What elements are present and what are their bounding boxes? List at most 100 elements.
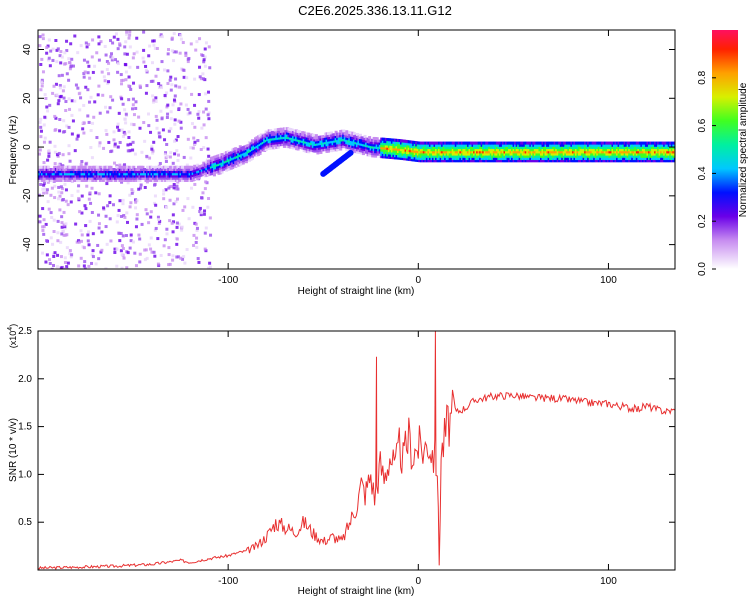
spectrogram-ridge-cell	[278, 127, 282, 131]
spectrogram-ridge-cell	[655, 154, 659, 158]
spectrogram-ridge-cell	[238, 154, 242, 158]
spectrogram-ridge-cell	[413, 141, 417, 145]
spectrogram-ridge-cell	[305, 149, 309, 153]
spectrogram-ridge-cell	[511, 148, 515, 152]
spectrogram-ridge-cell	[448, 159, 452, 163]
spectrogram-ridge-cell	[457, 157, 461, 161]
spectrogram-ridge-cell	[170, 178, 174, 182]
spectrogram-ridge-cell	[498, 152, 502, 156]
spectrogram-ridge-cell	[354, 145, 358, 149]
spectrogram-ridge-cell	[115, 165, 119, 169]
spectrogram-ridge-cell	[439, 146, 443, 150]
snr-y-tick-label: 1.5	[18, 422, 32, 433]
spectrogram-ridge-cell	[647, 141, 651, 145]
spectrogram-ridge-cell	[468, 150, 472, 154]
spectrogram-ridge-cell	[398, 139, 402, 143]
spectrogram-ridge-cell	[103, 176, 107, 180]
spectrogram-ridge-cell	[543, 154, 547, 158]
spectrogram-ridge-cell	[98, 165, 102, 169]
spectrogram-ridge-cell	[652, 152, 656, 156]
spectrogram-ridge-cell	[403, 155, 407, 159]
spectrogram-ridge-cell	[194, 166, 198, 170]
spectrogram-ridge-cell	[226, 167, 230, 171]
spectrogram-noise-cell	[159, 84, 163, 88]
spectrogram-ridge-cell	[546, 152, 550, 156]
spectrogram-ridge-cell	[444, 154, 448, 158]
spectrogram-noise-cell	[97, 226, 101, 230]
spectrogram-ridge-cell	[320, 146, 324, 150]
spectrogram-ridge-cell	[44, 174, 48, 178]
spectrogram-noise-cell	[58, 95, 62, 99]
spectrogram-ridge-cell	[305, 147, 309, 151]
spectrogram-ridge-cell	[86, 172, 90, 176]
spectrogram-ridge-cell	[564, 152, 568, 156]
spectrogram-noise-cell	[137, 115, 141, 119]
spectrogram-ridge-cell	[605, 141, 609, 145]
spectrogram-ridge-cell	[136, 172, 140, 176]
spectrogram-ridge-cell	[322, 143, 326, 147]
spectrogram-ridge-cell	[564, 143, 568, 147]
spectrogram-ridge-cell	[570, 157, 574, 161]
spectrogram-ridge-cell	[508, 141, 512, 145]
spectrogram-ridge-cell	[235, 155, 239, 159]
spectrogram-ridge-cell	[250, 154, 254, 158]
spectrogram-ridge-cell	[352, 132, 356, 136]
spectrogram-ridge-cell	[375, 145, 379, 149]
spectrogram-ridge-cell	[660, 146, 664, 150]
spectrogram-ridge-cell	[142, 172, 146, 176]
spectrogram-ridge-cell	[667, 159, 671, 163]
spectrogram-ridge-cell	[494, 154, 498, 158]
spectrogram-ridge-cell	[330, 140, 334, 144]
spectrogram-ridge-cell	[644, 157, 648, 161]
spectrogram-noise-cell	[131, 190, 135, 194]
spectrogram-ridge-cell	[567, 157, 571, 161]
spectrogram-ridge-cell	[664, 159, 668, 163]
spectrogram-ridge-cell	[543, 141, 547, 145]
spectrogram-noise-cell	[86, 114, 90, 118]
spectrogram-ridge-cell	[649, 141, 653, 145]
spectrogram-ridge-cell	[185, 172, 189, 176]
spectrogram-ridge-cell	[152, 170, 156, 174]
spectrogram-ridge-cell	[184, 167, 188, 171]
spectrogram-ridge-cell	[425, 141, 429, 145]
spectrogram-ridge-cell	[637, 152, 641, 156]
spectrogram-ridge-cell	[62, 167, 66, 171]
spectrogram-ridge-cell	[512, 141, 516, 145]
spectrogram-noise-cell	[117, 128, 121, 132]
spectrogram-noise-cell	[204, 226, 208, 230]
spectrogram-x-tick-label: 100	[600, 275, 617, 286]
spectrogram-noise-cell	[53, 196, 57, 200]
spectrogram-ridge-cell	[616, 146, 620, 150]
spectrogram-ridge-cell	[479, 159, 483, 163]
spectrogram-ridge-cell	[556, 150, 560, 154]
spectrogram-ridge-cell	[628, 154, 632, 158]
spectrogram-ridge-cell	[292, 133, 296, 137]
spectrogram-ridge-cell	[533, 143, 537, 147]
spectrogram-ridge-cell	[144, 170, 148, 174]
spectrogram-ridge-cell	[568, 141, 572, 145]
spectrogram-noise-cell	[175, 149, 179, 153]
spectrogram-noise-cell	[190, 92, 194, 96]
spectrogram-ridge-cell	[174, 178, 178, 182]
spectrogram-noise-cell	[58, 84, 62, 88]
spectrogram-ridge-cell	[498, 157, 502, 161]
spectrogram-ridge-cell	[313, 147, 317, 151]
spectrogram-ridge-cell	[135, 176, 139, 180]
spectrogram-ridge-cell	[215, 170, 219, 174]
spectrogram-ridge-cell	[503, 141, 507, 145]
spectrogram-noise-cell	[153, 254, 157, 258]
spectrogram-ridge-cell	[431, 141, 435, 145]
spectrogram-ridge-cell	[616, 159, 620, 163]
spectrogram-ridge-cell	[473, 154, 477, 158]
spectrogram-ridge-cell	[460, 141, 464, 145]
spectrogram-ridge-cell	[617, 141, 621, 145]
spectrogram-ridge-cell	[232, 163, 236, 167]
spectrogram-ridge-cell	[252, 151, 256, 155]
spectrogram-noise-cell	[91, 70, 95, 74]
spectrogram-ridge-cell	[454, 141, 458, 145]
spectrogram-noise-cell	[171, 254, 175, 258]
spectrogram-ridge-cell	[431, 148, 435, 152]
spectrogram-ridge-cell	[430, 143, 434, 147]
spectrogram-ridge-cell	[360, 142, 364, 146]
snr-y-tick-label: 1.0	[18, 469, 32, 480]
